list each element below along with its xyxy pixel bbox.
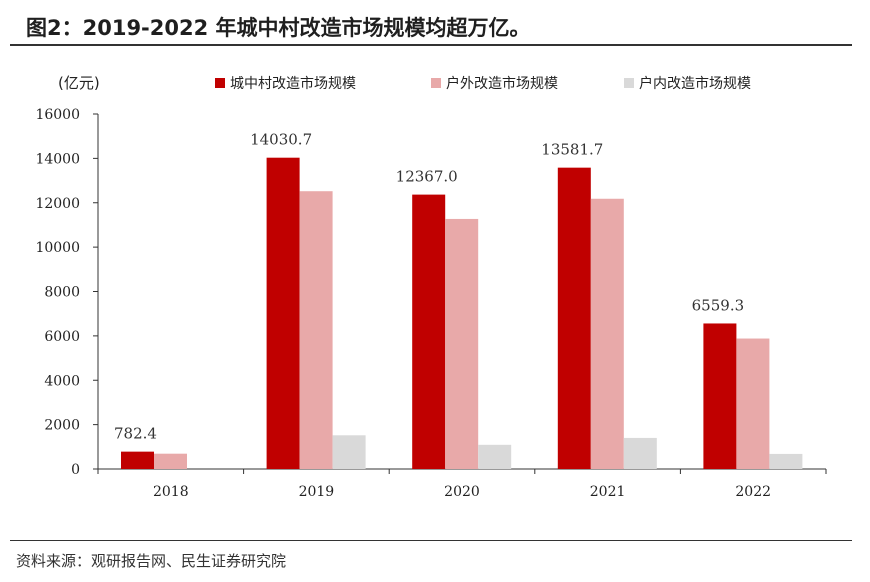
legend: 城中村改造市场规模 户外改造市场规模 户内改造市场规模 [215, 75, 751, 92]
y-tick-label: 12000 [35, 196, 80, 212]
bar-3-2021 [623, 437, 657, 469]
bar-1-2019 [266, 157, 300, 469]
legend-swatch [215, 78, 225, 88]
data-label: 14030.7 [250, 131, 312, 149]
source-divider [10, 540, 852, 541]
title-divider [10, 44, 852, 46]
x-tick-label: 2019 [299, 484, 335, 500]
y-tick-label: 2000 [44, 418, 80, 434]
bar-2-2018 [154, 453, 187, 469]
bar-1-2021 [557, 167, 591, 469]
bar-1-2022 [703, 323, 737, 469]
legend-label: 户内改造市场规模 [639, 75, 751, 92]
bar-2-2019 [299, 191, 333, 469]
legend-label: 城中村改造市场规模 [230, 75, 356, 92]
y-tick-label: 6000 [44, 329, 80, 345]
legend-label: 户外改造市场规模 [446, 75, 558, 92]
y-tick-label: 8000 [44, 285, 80, 301]
bar-3-2022 [769, 453, 803, 469]
legend-swatch [431, 78, 441, 88]
x-tick-label: 2020 [444, 484, 480, 500]
x-tick-label: 2022 [735, 484, 771, 500]
y-tick-label: 4000 [44, 373, 80, 389]
bar-3-2019 [332, 435, 366, 469]
x-tick-label: 2018 [153, 484, 189, 500]
bar-chart: (亿元) 城中村改造市场规模 户外改造市场规模 户内改造市场规模 0 2000 4000… [35, 74, 827, 500]
legend-swatch [624, 78, 634, 88]
bar-3-2020 [478, 444, 512, 469]
y-tick-label: 14000 [35, 151, 80, 167]
x-tick-label: 2021 [590, 484, 626, 500]
data-label: 12367.0 [396, 168, 458, 186]
bar-2-2020 [445, 218, 479, 469]
bar-1-2020 [412, 194, 446, 470]
y-axis-label: (亿元) [58, 74, 100, 92]
y-tick-label: 0 [71, 462, 80, 478]
source-note: 资料来源：观研报告网、民生证券研究院 [16, 552, 287, 570]
bar-2-2022 [736, 338, 770, 469]
data-label: 782.4 [114, 425, 157, 443]
y-tick-label: 10000 [35, 240, 80, 256]
data-label: 13581.7 [541, 141, 603, 159]
bar-1-2018 [121, 451, 154, 469]
bar-2-2021 [590, 198, 624, 469]
data-label: 6559.3 [692, 296, 745, 314]
figure-title: 图2：2019-2022 年城中村改造市场规模均超万亿。 [26, 16, 531, 40]
y-tick-label: 16000 [35, 107, 80, 123]
plot-area: 0 2000 4000 6000 8000 10000 12000 14000 16000 201… [35, 107, 827, 500]
